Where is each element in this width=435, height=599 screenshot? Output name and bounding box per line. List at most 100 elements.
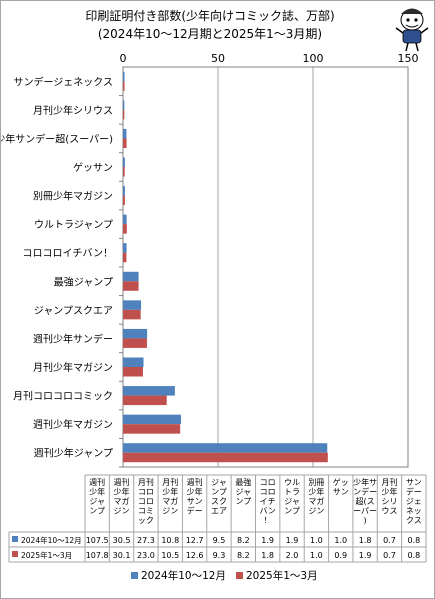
table-value-cell: 1.9 [286,536,299,545]
table-value-cell: 8.2 [237,536,250,545]
bar-series1 [123,386,175,396]
table-header-cell: コロコロイチバン！ [259,478,275,525]
table-value-cell: 10.8 [161,536,179,545]
table-value-cell: 1.8 [261,551,274,560]
bar-series2 [123,367,143,377]
table-row-label: 2024年10～12月 [21,535,82,545]
table-value-cell: 9.5 [213,536,226,545]
data-table: 週刊少年ジャンプ週刊少年マガジン月刊コロコロコミック月刊少年マガジン週刊少年サン… [8,474,427,563]
bar-series2 [123,452,328,463]
table-value-cell: 30.5 [113,536,131,545]
table-value-cell: 23.0 [137,551,155,560]
x-tick-label: 0 [120,52,127,65]
table-legend-key [12,536,18,542]
category-label: 週刊少年ジャンプ [34,447,113,460]
category-label: 週刊少年マガジン [33,418,113,431]
table-value-cell: 0.8 [407,536,420,545]
category-label: 週刊少年サンデー [33,332,113,345]
bar-series2 [123,109,125,120]
legend-swatch [236,572,243,579]
category-label: 最強ジャンプ [54,275,113,288]
table-header-cell: 週刊少年サンデー [187,478,203,516]
table-legend-key [12,551,18,557]
table-header-cell: ゲッサン [333,477,349,497]
bar-series1 [123,157,125,167]
category-label: ジャンプスクエア [34,305,113,317]
table-header-cell: 最強ジャンプ [235,477,251,506]
chart-title: 印刷証明付き部数(少年向けコミック誌、万部) [85,8,334,23]
bar-series2 [123,252,127,263]
table-header-cell: 月刊少年マガジン [162,478,178,516]
table-value-cell: 0.7 [383,551,396,560]
bar-series2 [123,81,125,91]
bar-series1 [123,214,127,225]
bar-series1 [123,243,127,253]
table-header-cell: 少年サンデー超(スーパー) [353,477,377,525]
mascot-cartoon-icon [395,8,429,52]
table-value-cell: 12.7 [186,536,204,545]
table-value-cell: 1.8 [359,536,372,545]
bar-series2 [123,395,167,406]
category-label: 月刊コロコロコミック [13,391,113,403]
bar-series2 [123,195,125,206]
table-value-cell: 1.9 [261,536,274,545]
table-value-cell: 8.2 [237,551,250,560]
bar-series1 [123,357,144,367]
category-label: 別冊少年マガジン [33,190,113,203]
grid-layer: 0 50 100 150 [119,52,419,468]
bar-series1 [123,328,148,339]
table-value-cell: 1.0 [310,536,323,545]
legend-swatch [131,572,138,579]
table-row-label: 2025年1～3月 [21,550,72,560]
table-value-cell: 9.3 [213,551,226,560]
x-tick-label: 150 [398,52,419,65]
table-value-cell: 107.8 [86,551,109,560]
table-value-cell: 1.0 [334,536,347,545]
table-header-cell: 別冊少年マガジン [308,478,324,516]
table-value-cell: 2.0 [286,551,299,560]
category-label: ウルトラジャンプ [34,219,113,231]
bar-series1 [123,300,142,310]
category-label: 月刊少年シリウス [33,104,113,117]
bar-series1 [123,100,125,110]
bar-series2 [123,138,127,148]
legend-label: 2024年10～12月 [141,569,226,582]
bar-series1 [123,128,127,139]
category-label: コロコロイチバン！ [23,248,114,260]
bar-series1 [123,186,125,196]
bar-series1 [123,71,125,82]
table-header-cell: 週刊少年ジャンプ [89,478,105,516]
table-value-cell: 30.1 [113,551,131,560]
table-value-cell: 1.9 [359,551,372,560]
bar-series2 [123,281,139,291]
table-value-cell: 0.7 [383,536,396,545]
category-label: 月刊少年マガジン [33,361,113,374]
bar-layer [123,71,328,463]
table-value-cell: 27.3 [137,536,155,545]
table-header-cell: 月刊コロコロコミック [138,478,154,525]
table-header-cell: ウルトラジャンプ [284,478,300,516]
bar-series2 [123,309,141,320]
table-value-cell: 1.0 [310,551,323,560]
category-label: 少年サンデー超(スーパー) [0,132,113,145]
table-value-cell: 107.5 [86,536,109,545]
bar-series1 [123,443,328,453]
table-value-cell: 10.5 [161,551,179,560]
table-header-cell: 週刊少年マガジン [114,478,130,516]
bar-series2 [123,424,181,434]
bar-series2 [123,338,147,348]
plot-frame [122,66,409,468]
category-label: ゲッサン [73,162,113,174]
chart-subtitle: (2024年10～12月期と2025年1～3月期) [98,27,322,41]
table-value-cell: 0.9 [334,551,347,560]
table-header-cell: 月刊少年シリウス [381,478,397,516]
x-tick-label: 50 [211,52,225,65]
category-label: サンデージェネックス [14,75,114,88]
table-header-cell: サンデージェネックス [406,478,422,525]
table-value-cell: 12.6 [186,551,204,560]
legend-label: 2025年1～3月 [246,569,318,582]
bar-series1 [123,414,181,425]
